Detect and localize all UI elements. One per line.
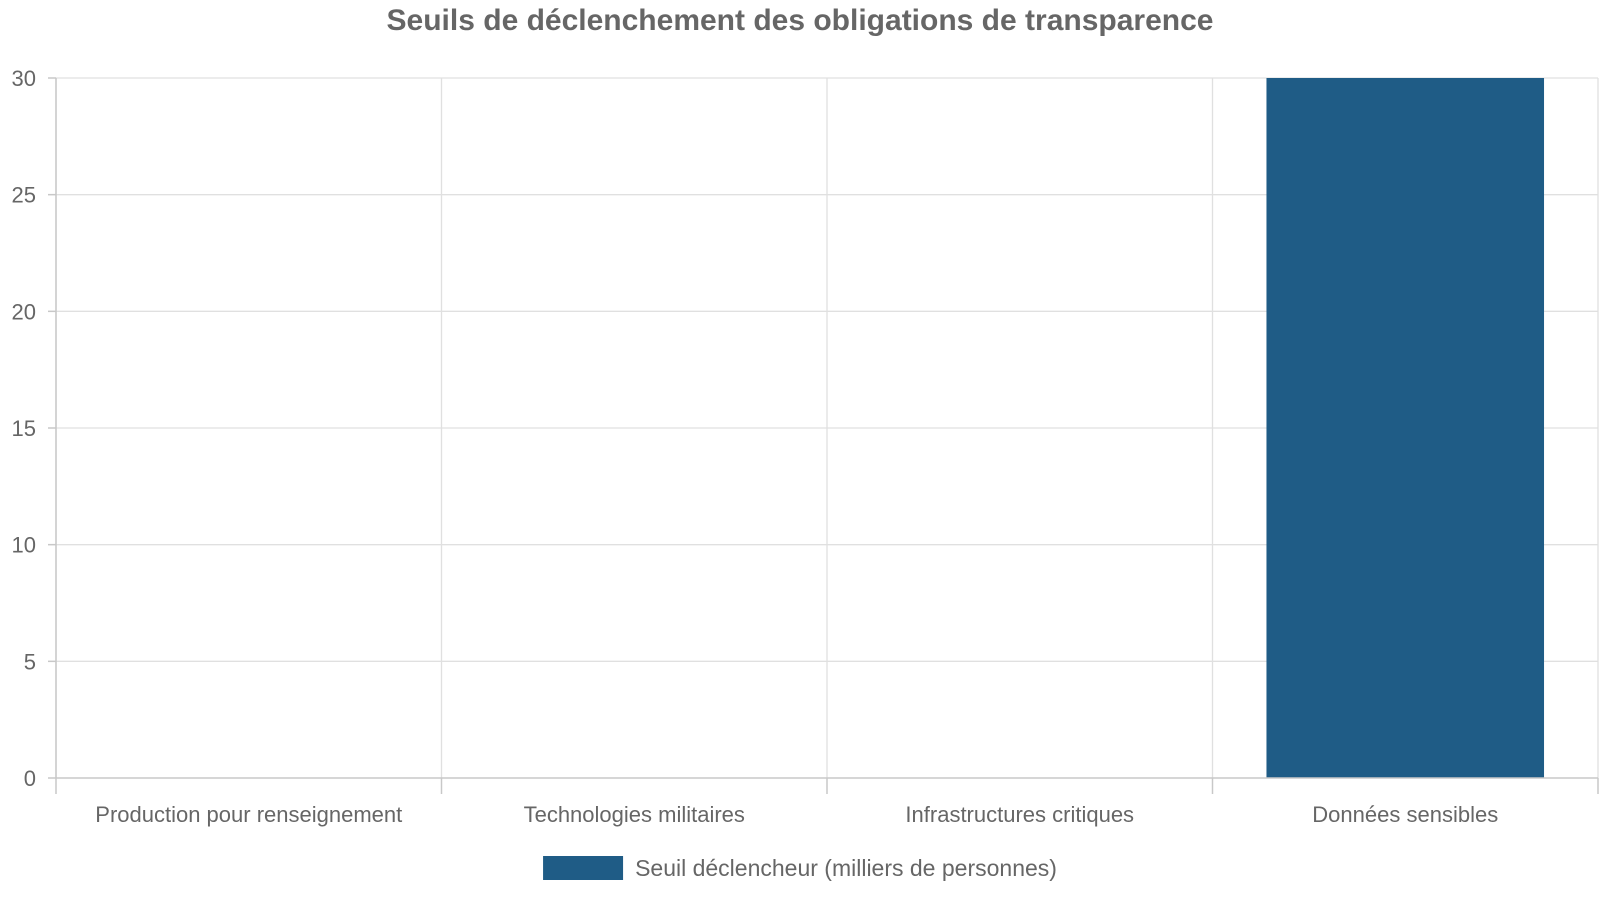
y-tick-label: 15: [12, 416, 36, 441]
x-tick-label: Infrastructures critiques: [905, 802, 1134, 827]
grid-lines: [55, 77, 1599, 778]
x-tick-label: Données sensibles: [1312, 802, 1498, 827]
y-tick-labels: 0 5 10 15 20 25 30: [12, 66, 36, 791]
axes: [48, 77, 1599, 794]
y-tick-label: 20: [12, 299, 36, 324]
legend: Seuil déclencheur (milliers de personnes…: [543, 855, 1057, 881]
y-tick-label: 30: [12, 66, 36, 91]
x-tick-label: Production pour renseignement: [95, 802, 402, 827]
bar: [1266, 78, 1545, 778]
y-tick-label: 10: [12, 533, 36, 558]
x-tick-labels: Production pour renseignement Technologie…: [95, 802, 1498, 827]
y-tick-label: 0: [24, 766, 36, 791]
legend-item: Seuil déclencheur (milliers de personnes…: [543, 855, 1057, 881]
legend-swatch: [543, 856, 624, 880]
y-tick-label: 25: [12, 183, 36, 208]
y-tick-label: 5: [24, 649, 36, 674]
legend-label: Seuil déclencheur (milliers de personnes…: [635, 855, 1057, 881]
chart-title: Seuils de déclenchement des obligations …: [387, 4, 1214, 37]
x-tick-label: Technologies militaires: [524, 802, 745, 827]
bars: [1266, 78, 1545, 778]
